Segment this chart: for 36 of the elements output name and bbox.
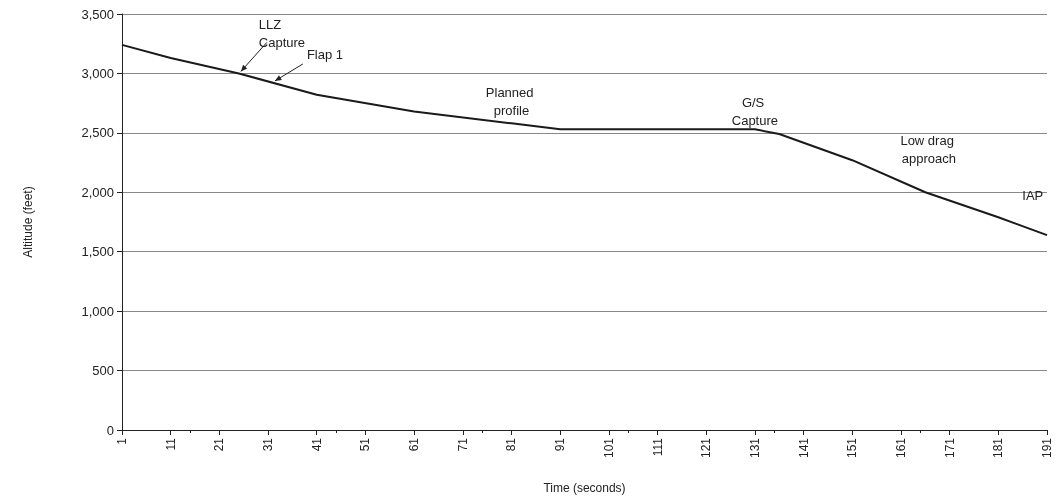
y-axis-title: Altitude (feet) [21, 186, 35, 258]
annotation: IAP [1022, 187, 1044, 203]
y-tick-label: 1,500 [81, 244, 114, 260]
x-tick-label: 151 [845, 437, 860, 459]
x-tick-label: 161 [893, 437, 908, 459]
y-tick-label: 0 [106, 422, 114, 438]
x-tick-label: 1 [115, 437, 129, 445]
x-tick-label: 31 [261, 437, 276, 452]
x-tick-label: 51 [358, 437, 373, 452]
y-tick-label: 2,000 [81, 184, 114, 200]
annotation: Planned profile [485, 84, 538, 118]
annotation: G/S Capture [731, 94, 779, 128]
x-axis-title: Time (seconds) [543, 481, 626, 495]
x-tick-label: 11 [163, 437, 178, 451]
y-tick-label: 500 [92, 363, 114, 379]
x-tick-label: 141 [796, 437, 811, 459]
annotation: Low drag approach [900, 133, 958, 167]
x-tick-label: 41 [309, 437, 324, 452]
y-tick-label: 3,000 [81, 65, 114, 81]
x-tick-label: 191 [1040, 437, 1054, 459]
annotation: Flap 1 [306, 47, 344, 63]
annotation: LLZ Capture [258, 16, 306, 50]
x-tick-label: 61 [407, 437, 422, 452]
y-tick-label: 2,500 [81, 125, 114, 141]
x-tick-label: 21 [212, 437, 227, 452]
y-tick-label: 1,000 [81, 303, 114, 319]
x-tick-label: 121 [699, 437, 714, 459]
x-tick-label: 91 [553, 437, 568, 452]
x-tick-label: 171 [942, 437, 957, 459]
x-tick-label: 181 [991, 437, 1006, 459]
x-tick-label: 131 [747, 437, 762, 459]
y-tick-label: 3,500 [81, 6, 114, 22]
x-tick-label: 71 [455, 437, 470, 452]
x-tick-label: 81 [504, 437, 519, 452]
x-tick-label: 111 [650, 437, 665, 457]
x-tick-label: 101 [601, 437, 616, 459]
